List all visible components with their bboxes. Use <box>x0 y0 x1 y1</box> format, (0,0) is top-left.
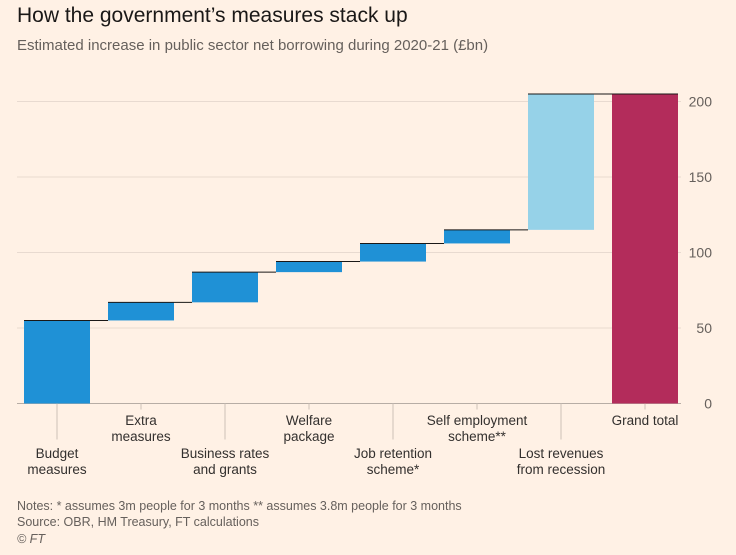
y-tick-label: 200 <box>689 94 713 110</box>
y-tick-label: 0 <box>704 396 712 412</box>
gridlines <box>17 101 681 404</box>
y-tick-label: 150 <box>689 169 713 185</box>
bar-6 <box>528 93 594 230</box>
x-tick-label: Budget <box>36 446 79 461</box>
bar-7 <box>612 93 678 404</box>
chart-copyright: © FT <box>17 532 45 546</box>
x-tick-label: from recession <box>517 462 606 477</box>
chart-title: How the government’s measures stack up <box>17 4 408 27</box>
x-tick-label: measures <box>111 429 171 444</box>
x-axis-ticks <box>56 403 646 440</box>
x-tick-label: Business rates <box>181 446 270 461</box>
chart-source: Source: OBR, HM Treasury, FT calculation… <box>17 515 259 529</box>
bar-5 <box>444 229 510 244</box>
y-tick-label: 50 <box>696 320 712 336</box>
bar-0 <box>24 320 90 404</box>
bar-2 <box>192 272 258 303</box>
bar-4 <box>360 243 426 262</box>
chart-notes: Notes: * assumes 3m people for 3 months … <box>17 499 462 513</box>
x-tick-label: Lost revenues <box>519 446 604 461</box>
bar-1 <box>108 302 174 321</box>
x-tick-label: Extra <box>125 413 157 428</box>
x-tick-label: scheme** <box>448 429 507 444</box>
x-tick-label: Job retention <box>354 446 432 461</box>
x-tick-label: Self employment <box>427 413 528 428</box>
chart-subtitle: Estimated increase in public sector net … <box>17 37 489 54</box>
y-tick-label: 100 <box>689 245 713 261</box>
x-tick-label: and grants <box>193 462 257 477</box>
x-tick-label: scheme* <box>367 462 420 477</box>
x-tick-label: package <box>283 429 334 444</box>
x-tick-label: Welfare <box>286 413 332 428</box>
x-tick-label: Grand total <box>612 413 679 428</box>
bars <box>24 93 678 404</box>
y-axis-ticks: 0 50 100 150 200 <box>689 94 713 412</box>
x-tick-label: measures <box>27 462 87 477</box>
bar-3 <box>276 261 342 273</box>
